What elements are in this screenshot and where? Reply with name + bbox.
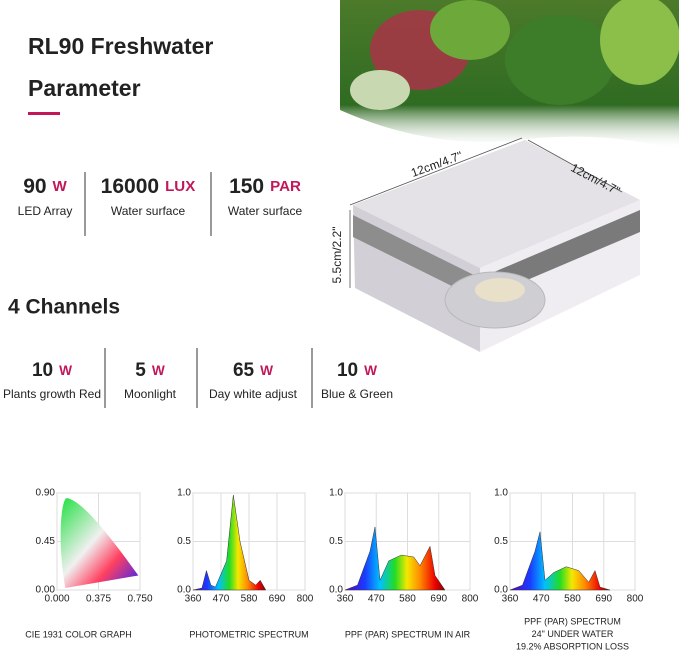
x-tick-label: 470 <box>213 594 230 605</box>
x-tick-label: 690 <box>269 594 286 605</box>
plant-photo <box>340 0 679 150</box>
stat-label: Water surface <box>111 204 186 218</box>
stat-label: Water surface <box>228 204 303 218</box>
y-tick-label: 0.45 <box>36 536 56 547</box>
stat-label: Plants growth Red <box>3 387 101 401</box>
x-tick-label: 470 <box>533 594 550 605</box>
value-number: 5 <box>135 360 146 381</box>
x-tick-label: 0.375 <box>86 594 111 605</box>
stat-value: 65 W <box>233 360 273 381</box>
spectrum-curve <box>192 494 267 591</box>
graph-caption: 19.2% ABSORPTION LOSS <box>516 641 629 651</box>
x-tick-label: 800 <box>627 594 644 605</box>
y-tick-label: 1.0 <box>494 488 508 499</box>
x-tick-label: 580 <box>399 594 416 605</box>
value-unit: W <box>59 363 72 378</box>
x-tick-label: 690 <box>595 594 612 605</box>
stat-value: 90 W <box>23 175 67 198</box>
y-tick-label: 0.5 <box>494 536 508 547</box>
y-tick-label: 0.5 <box>177 536 191 547</box>
y-tick-label: 1.0 <box>177 488 191 499</box>
graph-caption: 24" UNDER WATER <box>532 629 614 639</box>
value-unit: W <box>53 178 68 195</box>
x-tick-label: 360 <box>185 594 202 605</box>
y-tick-label: 0.90 <box>36 488 56 499</box>
value-unit: W <box>152 363 165 378</box>
lamp <box>349 137 640 352</box>
stat-value: 10 W <box>337 360 377 381</box>
graph-caption: PHOTOMETRIC SPECTRUM <box>189 629 308 639</box>
spectrum-curve <box>509 531 611 591</box>
graph-caption: CIE 1931 COLOR GRAPH <box>25 629 132 639</box>
stat-value: 150 PAR <box>229 175 301 198</box>
x-tick-label: 360 <box>502 594 519 605</box>
subtitle: Parameter <box>28 75 141 101</box>
title: RL90 Freshwater <box>28 33 213 59</box>
value-number: 10 <box>32 360 53 381</box>
graph-caption: PPF (PAR) SPECTRUM <box>524 616 621 626</box>
x-tick-label: 690 <box>430 594 447 605</box>
value-unit: LUX <box>165 178 195 195</box>
value-number: 90 <box>23 175 46 198</box>
x-tick-label: 580 <box>241 594 258 605</box>
accent-line <box>28 112 60 115</box>
graph-caption: PPF (PAR) SPECTRUM IN AIR <box>345 629 471 639</box>
dimension-height: 5.5cm/2.2" <box>330 227 344 284</box>
y-tick-label: 1.0 <box>329 488 343 499</box>
value-number: 16000 <box>101 175 159 198</box>
x-tick-label: 470 <box>368 594 385 605</box>
spectrum-curve <box>344 526 446 591</box>
value-number: 65 <box>233 360 255 381</box>
stat-label: Blue & Green <box>321 387 393 401</box>
value-number: 10 <box>337 360 358 381</box>
y-tick-label: 0.0 <box>177 585 191 596</box>
channels-title: 4 Channels <box>8 296 120 319</box>
cie-diagram <box>60 498 139 588</box>
y-tick-label: 0.5 <box>329 536 343 547</box>
x-tick-label: 360 <box>337 594 354 605</box>
y-tick-label: 0.0 <box>494 585 508 596</box>
value-number: 150 <box>229 175 264 198</box>
x-tick-label: 0.750 <box>127 594 152 605</box>
stat-label: Day white adjust <box>209 387 298 401</box>
stat-value: 10 W <box>32 360 72 381</box>
value-unit: W <box>364 363 377 378</box>
y-tick-label: 0.00 <box>36 585 56 596</box>
x-tick-label: 0.000 <box>44 594 69 605</box>
value-unit: PAR <box>270 178 301 195</box>
x-tick-label: 800 <box>462 594 479 605</box>
stat-value: 16000 LUX <box>101 175 196 198</box>
x-tick-label: 580 <box>564 594 581 605</box>
value-unit: W <box>260 363 273 378</box>
stat-label: Moonlight <box>124 387 177 401</box>
x-tick-label: 800 <box>297 594 314 605</box>
stat-label: LED Array <box>18 204 73 218</box>
y-tick-label: 0.0 <box>329 585 343 596</box>
